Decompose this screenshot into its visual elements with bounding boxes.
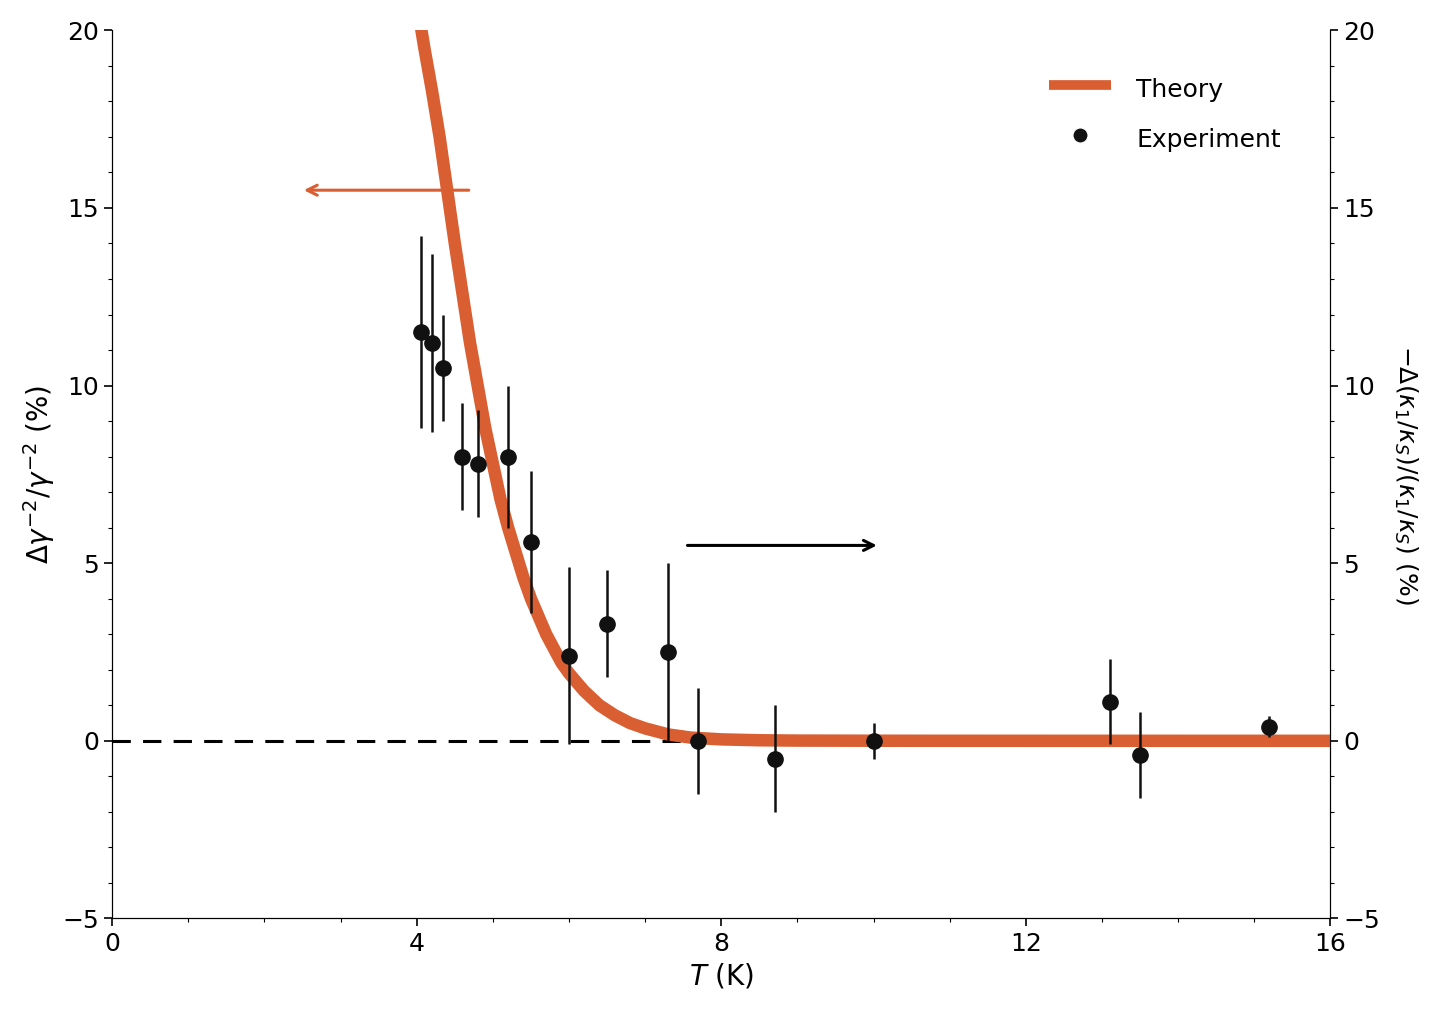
X-axis label: $T$ (K): $T$ (K)	[688, 961, 755, 990]
Legend: Theory, Experiment: Theory, Experiment	[1037, 61, 1293, 167]
Y-axis label: $\Delta\gamma^{-2}/\gamma^{-2}$ (%): $\Delta\gamma^{-2}/\gamma^{-2}$ (%)	[20, 385, 56, 564]
Y-axis label: $-\Delta(\kappa_1/\kappa_S)/(\kappa_1/\kappa_S)$ (%): $-\Delta(\kappa_1/\kappa_S)/(\kappa_1/\k…	[1392, 345, 1420, 605]
